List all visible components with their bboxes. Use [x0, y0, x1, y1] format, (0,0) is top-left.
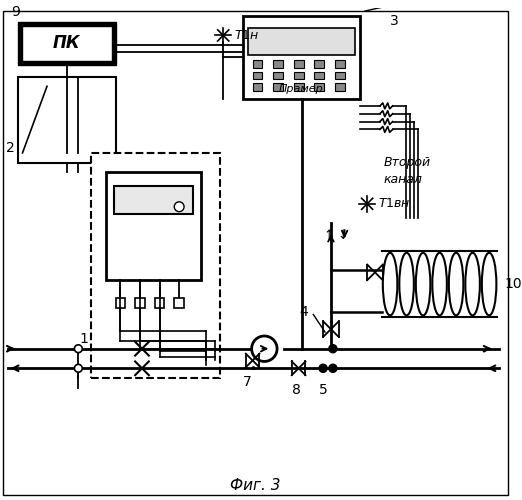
Bar — [253, 60, 263, 68]
Circle shape — [75, 345, 82, 352]
Ellipse shape — [416, 253, 430, 316]
Text: 2: 2 — [6, 141, 15, 155]
Text: 3: 3 — [390, 14, 399, 28]
Ellipse shape — [383, 253, 397, 316]
Text: Второй: Второй — [384, 156, 431, 169]
Bar — [335, 84, 345, 91]
Ellipse shape — [465, 253, 480, 316]
Text: 4: 4 — [299, 304, 308, 318]
Bar — [135, 298, 145, 308]
Bar — [273, 72, 283, 80]
Ellipse shape — [432, 253, 447, 316]
Text: канал: канал — [384, 173, 423, 186]
Bar — [335, 72, 345, 80]
Bar — [253, 84, 263, 91]
Bar — [273, 84, 283, 91]
Text: Прамер: Прамер — [279, 84, 324, 94]
Text: 7: 7 — [243, 375, 252, 389]
Text: 8: 8 — [292, 383, 301, 397]
Bar — [106, 172, 200, 280]
Circle shape — [319, 364, 327, 372]
Circle shape — [75, 364, 82, 372]
Bar — [294, 60, 303, 68]
Bar — [115, 298, 125, 308]
Bar — [18, 22, 115, 65]
Text: Фиг. 3: Фиг. 3 — [230, 478, 281, 494]
Bar — [335, 60, 345, 68]
Bar — [314, 84, 324, 91]
Text: 5: 5 — [319, 383, 327, 397]
Bar — [273, 60, 283, 68]
Bar — [174, 298, 184, 308]
Circle shape — [174, 202, 184, 211]
Ellipse shape — [482, 253, 496, 316]
Circle shape — [329, 364, 337, 372]
Bar — [18, 76, 115, 162]
Bar — [314, 72, 324, 80]
Bar — [91, 153, 220, 378]
Text: 9: 9 — [11, 5, 20, 19]
Bar — [294, 84, 303, 91]
Bar — [21, 26, 112, 61]
Bar — [155, 298, 164, 308]
Bar — [248, 28, 355, 55]
Bar — [253, 72, 263, 80]
Text: 10: 10 — [504, 277, 522, 291]
Bar — [114, 186, 193, 214]
Ellipse shape — [399, 253, 414, 316]
Text: $T1вн$: $T1вн$ — [378, 198, 411, 210]
Ellipse shape — [449, 253, 464, 316]
Text: 1: 1 — [79, 332, 88, 346]
Circle shape — [329, 345, 337, 352]
Text: ↑: ↑ — [324, 228, 334, 241]
Circle shape — [252, 336, 277, 361]
Text: $T1н$: $T1н$ — [234, 29, 259, 42]
Bar — [243, 16, 360, 99]
Bar — [314, 60, 324, 68]
Bar — [294, 72, 303, 80]
Text: ПК: ПК — [53, 34, 80, 52]
Text: ↓: ↓ — [337, 228, 348, 241]
